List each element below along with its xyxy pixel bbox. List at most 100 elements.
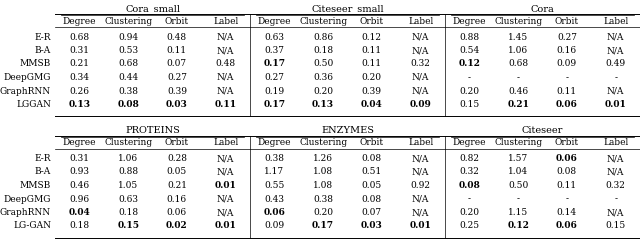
- Text: N/A: N/A: [412, 194, 429, 203]
- Text: 0.51: 0.51: [362, 167, 382, 176]
- Text: 0.38: 0.38: [264, 154, 284, 163]
- Text: 0.06: 0.06: [556, 154, 578, 163]
- Text: 0.36: 0.36: [313, 73, 333, 82]
- Text: 0.14: 0.14: [557, 208, 577, 217]
- Text: -: -: [565, 73, 568, 82]
- Text: 0.27: 0.27: [264, 73, 284, 82]
- Text: ENZYMES: ENZYMES: [321, 126, 374, 135]
- Text: 0.11: 0.11: [557, 181, 577, 190]
- Text: 0.31: 0.31: [69, 154, 90, 163]
- Text: N/A: N/A: [607, 46, 624, 55]
- Text: Cora: Cora: [531, 5, 554, 13]
- Text: 0.01: 0.01: [410, 221, 431, 230]
- Text: Label: Label: [408, 138, 433, 147]
- Text: Clustering: Clustering: [299, 138, 347, 147]
- Text: 0.20: 0.20: [362, 73, 382, 82]
- Text: N/A: N/A: [412, 87, 429, 95]
- Text: 0.88: 0.88: [460, 33, 479, 41]
- Text: 0.32: 0.32: [605, 181, 625, 190]
- Text: Degree: Degree: [258, 138, 291, 147]
- Text: 0.08: 0.08: [117, 100, 139, 109]
- Text: 0.09: 0.09: [264, 221, 284, 230]
- Text: 0.01: 0.01: [605, 100, 627, 109]
- Text: 0.15: 0.15: [117, 221, 139, 230]
- Text: 0.04: 0.04: [361, 100, 383, 109]
- Text: Clustering: Clustering: [299, 16, 347, 26]
- Text: Label: Label: [603, 138, 628, 147]
- Text: N/A: N/A: [217, 73, 234, 82]
- Text: 0.39: 0.39: [362, 87, 382, 95]
- Text: 0.07: 0.07: [362, 208, 382, 217]
- Text: 0.32: 0.32: [460, 167, 479, 176]
- Text: N/A: N/A: [217, 33, 234, 41]
- Text: 0.11: 0.11: [362, 60, 382, 68]
- Text: Label: Label: [408, 16, 433, 26]
- Text: 0.21: 0.21: [167, 181, 187, 190]
- Text: N/A: N/A: [607, 33, 624, 41]
- Text: Orbit: Orbit: [165, 138, 189, 147]
- Text: N/A: N/A: [412, 154, 429, 163]
- Text: 0.28: 0.28: [167, 154, 187, 163]
- Text: 0.02: 0.02: [166, 221, 188, 230]
- Text: 0.92: 0.92: [411, 181, 431, 190]
- Text: 1.04: 1.04: [508, 167, 528, 176]
- Text: 1.57: 1.57: [508, 154, 528, 163]
- Text: 1.05: 1.05: [118, 181, 138, 190]
- Text: 1.08: 1.08: [313, 167, 333, 176]
- Text: -: -: [614, 194, 617, 203]
- Text: 0.94: 0.94: [118, 33, 138, 41]
- Text: E-R: E-R: [35, 33, 51, 41]
- Text: 0.21: 0.21: [507, 100, 529, 109]
- Text: 0.15: 0.15: [460, 100, 479, 109]
- Text: Orbit: Orbit: [360, 16, 384, 26]
- Text: Orbit: Orbit: [360, 138, 384, 147]
- Text: DeepGMG: DeepGMG: [3, 73, 51, 82]
- Text: 0.16: 0.16: [167, 194, 187, 203]
- Text: 0.38: 0.38: [313, 194, 333, 203]
- Text: PROTEINS: PROTEINS: [125, 126, 180, 135]
- Text: 0.08: 0.08: [362, 154, 382, 163]
- Text: 0.09: 0.09: [557, 60, 577, 68]
- Text: N/A: N/A: [607, 167, 624, 176]
- Text: N/A: N/A: [412, 208, 429, 217]
- Text: 0.01: 0.01: [214, 221, 237, 230]
- Text: 0.13: 0.13: [312, 100, 334, 109]
- Text: 0.09: 0.09: [410, 100, 431, 109]
- Text: 1.15: 1.15: [508, 208, 528, 217]
- Text: 0.11: 0.11: [214, 100, 237, 109]
- Text: E-R: E-R: [35, 154, 51, 163]
- Text: 0.86: 0.86: [313, 33, 333, 41]
- Text: 0.03: 0.03: [166, 100, 188, 109]
- Text: 0.25: 0.25: [460, 221, 479, 230]
- Text: N/A: N/A: [217, 167, 234, 176]
- Text: 0.53: 0.53: [118, 46, 138, 55]
- Text: Cora_small: Cora_small: [125, 4, 180, 14]
- Text: 0.34: 0.34: [69, 73, 90, 82]
- Text: N/A: N/A: [412, 46, 429, 55]
- Text: 0.38: 0.38: [118, 87, 138, 95]
- Text: 0.08: 0.08: [362, 194, 382, 203]
- Text: 0.54: 0.54: [460, 46, 479, 55]
- Text: 0.31: 0.31: [69, 46, 90, 55]
- Text: Clustering: Clustering: [494, 16, 542, 26]
- Text: Degree: Degree: [452, 138, 486, 147]
- Text: 0.16: 0.16: [557, 46, 577, 55]
- Text: N/A: N/A: [412, 73, 429, 82]
- Text: 0.12: 0.12: [458, 60, 481, 68]
- Text: GraphRNN: GraphRNN: [0, 208, 51, 217]
- Text: Citeseer: Citeseer: [522, 126, 563, 135]
- Text: 1.45: 1.45: [508, 33, 528, 41]
- Text: 0.07: 0.07: [167, 60, 187, 68]
- Text: 0.46: 0.46: [69, 181, 90, 190]
- Text: 0.12: 0.12: [507, 221, 529, 230]
- Text: -: -: [468, 194, 471, 203]
- Text: 0.03: 0.03: [361, 221, 383, 230]
- Text: Degree: Degree: [258, 16, 291, 26]
- Text: 0.82: 0.82: [460, 154, 479, 163]
- Text: Degree: Degree: [63, 16, 96, 26]
- Text: 0.55: 0.55: [264, 181, 285, 190]
- Text: 0.88: 0.88: [118, 167, 138, 176]
- Text: DeepGMG: DeepGMG: [3, 194, 51, 203]
- Text: Orbit: Orbit: [555, 16, 579, 26]
- Text: 0.48: 0.48: [167, 33, 187, 41]
